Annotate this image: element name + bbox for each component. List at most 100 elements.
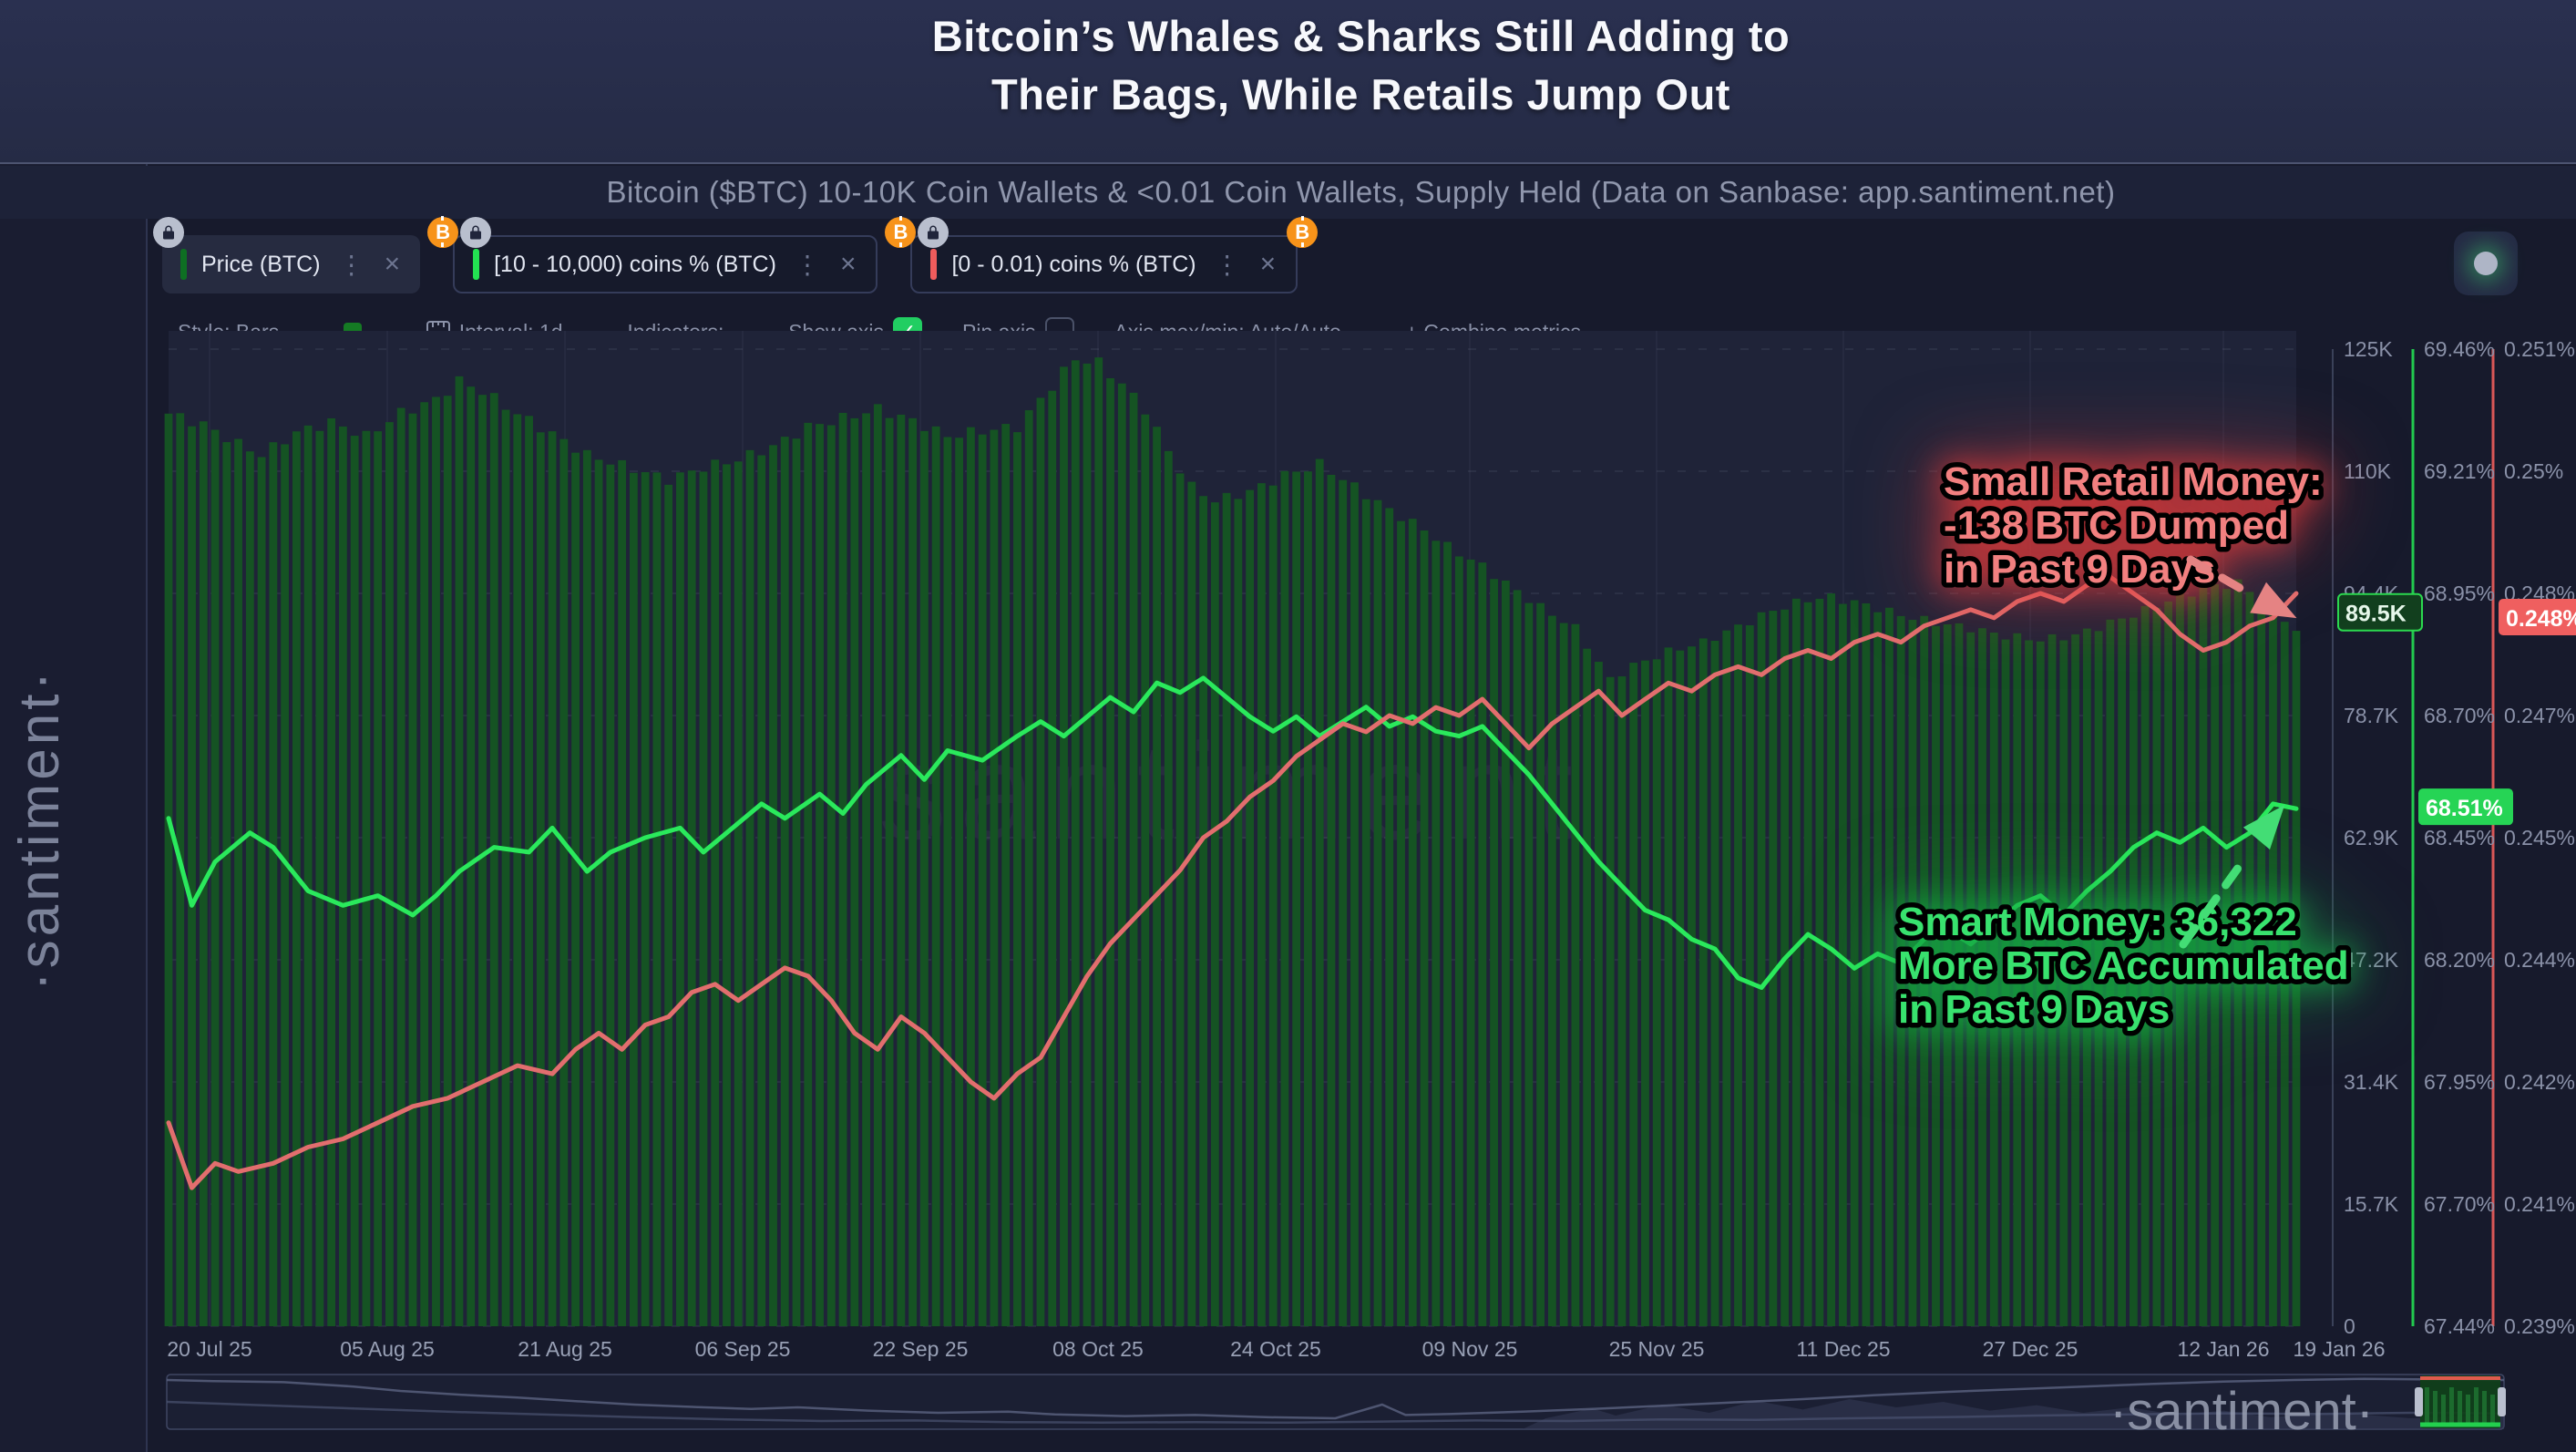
metric-tabs: Price (BTC) ⋮ × B [10 - 10,000) coins % …	[153, 216, 1319, 295]
x-tick-label: 27 Dec 25	[1983, 1337, 2078, 1361]
price-tick-label: 110K	[2344, 459, 2392, 483]
tab-retail-wallets[interactable]: B [0 - 0.01) coins % (BTC) ⋮ × B	[885, 216, 1319, 293]
price-bar	[1164, 450, 1173, 1327]
price-bar	[1629, 663, 1638, 1326]
tab-menu-kebab-icon[interactable]: ⋮	[794, 250, 820, 279]
price-bar	[780, 437, 789, 1326]
price-bar	[1547, 615, 1556, 1326]
price-bar	[1001, 424, 1011, 1326]
tab-menu-kebab-icon[interactable]: ⋮	[1214, 250, 1240, 279]
price-last-value-badge: 89.5K	[2337, 592, 2423, 632]
price-bar	[164, 413, 173, 1326]
price-bar	[1420, 530, 1429, 1326]
x-tick-label: 11 Dec 25	[1796, 1337, 1890, 1361]
range-navigator[interactable]	[166, 1374, 2506, 1430]
retail-axis-ticks[interactable]: 0.251% 0.25% 0.248% 0.247% 0.245% 0.244% 0.242…	[2504, 337, 2575, 1338]
tab-whale-wallets[interactable]: B [10 - 10,000) coins % (BTC) ⋮ ×	[427, 216, 878, 293]
price-bar	[594, 459, 603, 1326]
whale-tick-label: 69.21%	[2424, 459, 2495, 483]
price-bar	[1454, 556, 1463, 1326]
price-bar	[1896, 615, 1905, 1326]
price-bar	[919, 430, 929, 1326]
smart-annotation-line: More BTC Accumulated	[1898, 943, 2349, 988]
price-bar	[2118, 618, 2127, 1326]
price-bar	[978, 434, 987, 1327]
svg-text:68.51%: 68.51%	[2426, 796, 2503, 821]
price-bar	[1327, 474, 1336, 1326]
price-bar	[1652, 659, 1661, 1326]
x-tick-label: 25 Nov 25	[1609, 1337, 1705, 1361]
tab-menu-kebab-icon[interactable]: ⋮	[338, 250, 364, 279]
price-bar	[478, 395, 487, 1327]
price-bar	[315, 430, 324, 1326]
price-bar	[1955, 623, 1964, 1326]
tab-close-icon[interactable]: ×	[384, 249, 401, 279]
price-bar	[536, 432, 545, 1326]
status-button[interactable]	[2454, 232, 2518, 295]
whale-tick-label: 68.45%	[2424, 826, 2495, 850]
price-bar	[210, 429, 220, 1326]
x-tick-label: 05 Aug 25	[340, 1337, 435, 1361]
selection-left-handle[interactable]	[2415, 1387, 2423, 1416]
price-bar	[2280, 622, 2289, 1326]
price-bar	[338, 426, 347, 1326]
price-bar	[757, 455, 766, 1326]
metric-color-indicator	[473, 249, 480, 280]
x-axis-ticks[interactable]: 20 Jul 25 05 Aug 25 21 Aug 25 06 Sep 25 22 S…	[167, 1337, 2385, 1361]
retail-tick-label: 0.242%	[2504, 1070, 2575, 1094]
price-bar	[1268, 485, 1278, 1326]
price-bar	[943, 437, 952, 1326]
price-bar	[1478, 562, 1487, 1326]
price-tick-label: 125K	[2344, 337, 2393, 361]
price-bar	[2257, 602, 2266, 1326]
price-bar	[1688, 646, 1696, 1326]
tab-close-icon[interactable]: ×	[1259, 249, 1277, 279]
price-bar	[618, 459, 627, 1326]
price-bar	[2176, 592, 2184, 1326]
price-bar	[1908, 620, 1917, 1326]
price-bar	[1234, 499, 1243, 1326]
price-bar	[1722, 630, 1731, 1326]
plot-background	[169, 331, 2296, 1326]
price-bar	[723, 464, 731, 1326]
price-bar	[1791, 598, 1801, 1326]
price-bar	[990, 429, 999, 1327]
price-bar	[1873, 612, 1883, 1326]
navigator-line	[166, 1377, 2505, 1420]
smart-annotation-line: Smart Money: 36,322	[1898, 900, 2297, 944]
price-bar	[2071, 633, 2079, 1326]
whale-axis-ticks[interactable]: 69.46% 69.21% 68.95% 68.70% 68.45% 68.20% 67.9…	[2424, 337, 2495, 1338]
price-bar	[1013, 432, 1021, 1327]
price-bar	[1199, 496, 1208, 1326]
price-bar	[1490, 579, 1498, 1326]
price-bar	[2187, 596, 2196, 1326]
price-bar	[1536, 602, 1545, 1326]
navigator-selection[interactable]	[2415, 1375, 2506, 1428]
price-tick-label: 78.7K	[2344, 704, 2399, 727]
price-bar	[1989, 633, 1998, 1326]
whale-supply-line	[166, 675, 2299, 990]
tab-close-icon[interactable]: ×	[839, 249, 857, 279]
x-tick-label: 21 Aug 25	[518, 1337, 612, 1361]
price-bar	[281, 444, 289, 1327]
x-tick-label: 20 Jul 25	[167, 1337, 251, 1361]
left-rail	[0, 0, 146, 1452]
price-bar	[2094, 631, 2103, 1326]
retail-tick-label: 0.244%	[2504, 948, 2575, 972]
x-tick-label: 09 Nov 25	[1422, 1337, 1518, 1361]
tab-price-btc[interactable]: Price (BTC) ⋮ ×	[153, 217, 421, 293]
tab-label: [10 - 10,000) coins % (BTC)	[494, 251, 776, 277]
price-bar	[1583, 648, 1592, 1326]
price-bar	[804, 422, 813, 1327]
whale-tick-label: 67.44%	[2424, 1314, 2495, 1338]
price-bar	[1862, 602, 1871, 1326]
price-bar	[873, 404, 882, 1326]
retail-supply-line	[166, 574, 2299, 1190]
price-bar	[2129, 617, 2138, 1326]
tab-label: Price (BTC)	[201, 251, 321, 277]
price-bar	[1595, 662, 1603, 1326]
price-bar	[1036, 397, 1045, 1327]
selection-right-handle[interactable]	[2498, 1387, 2506, 1416]
